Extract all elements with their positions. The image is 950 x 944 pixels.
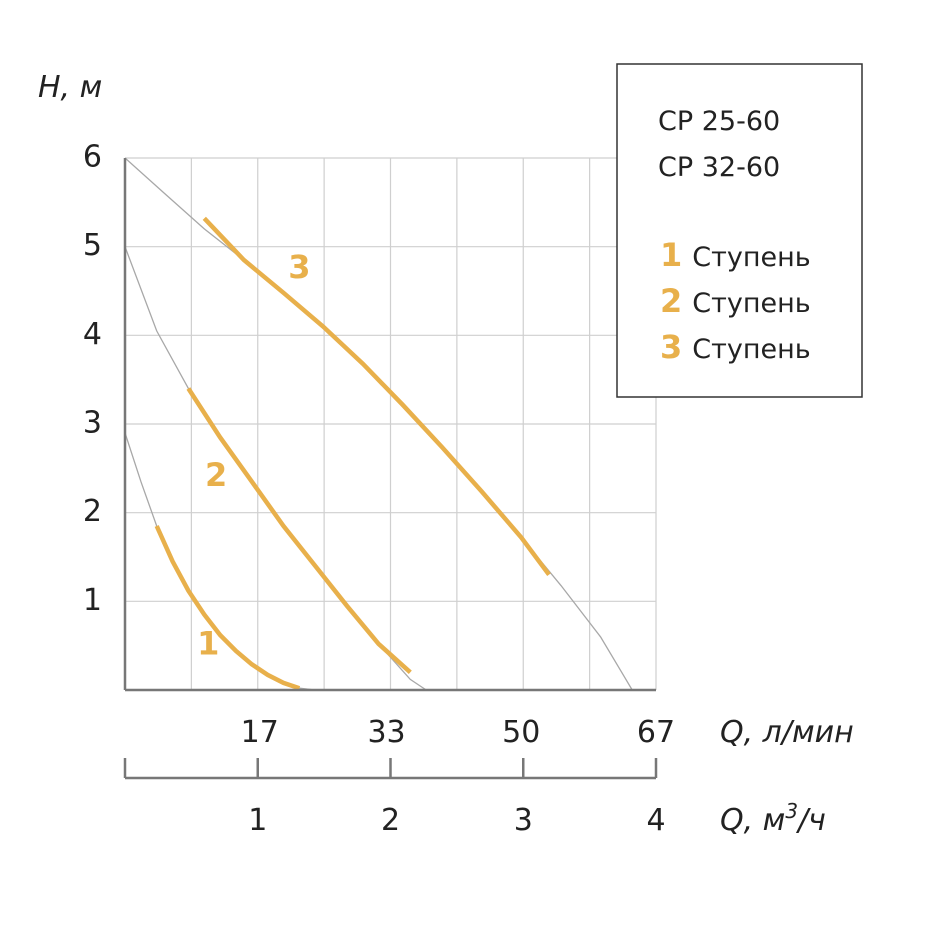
legend-entry-2: 2 Ступень [660,282,811,320]
grid [125,157,657,690]
y-tick-label: 3 [83,406,102,441]
x-tick-label: 67 [637,715,675,750]
y-tick-label: 5 [83,228,102,263]
curve-2-full [124,246,427,691]
x-axis-title-primary: Q, л/мин [720,715,854,750]
curve-2-working-range [186,387,412,674]
axes [123,158,658,780]
legend-model-2: CP 32-60 [658,152,780,183]
legend-entry-3: 3 Ступень [660,328,811,366]
curves: 1 2 3 [124,157,633,691]
y-tick-label: 4 [83,317,102,352]
x-tick-label: 33 [367,715,405,750]
legend-model-1: CP 25-60 [658,106,780,137]
x-axis-title-secondary: Q, м3/ч [720,799,826,838]
legend-entry-1-num: 1 [660,236,682,274]
legend-entry-2-num: 2 [660,282,682,320]
x2-tick-label: 1 [248,803,267,838]
y-axis-title: H, м [38,70,102,105]
x-tick-label: 50 [502,715,540,750]
legend-entry-2-text: Ступень [692,288,810,319]
x2-tick-label: 2 [381,803,400,838]
curve-3-working-range [202,216,551,577]
legend-entry-3-text: Ступень [692,334,810,365]
x2-tick-label: 4 [646,803,665,838]
tick-labels: 1 2 3 4 5 6 17 33 50 67 1 2 3 4 [83,140,675,839]
x2-title-sup: 3 [785,799,798,823]
legend-box [616,63,863,398]
y-tick-label: 6 [83,140,102,175]
y-tick-label: 1 [83,583,102,618]
curve-3-label: 3 [288,248,310,286]
legend: CP 25-60 CP 32-60 1 Ступень 2 Ступень 3 Сту… [616,63,863,398]
x-tick-label: 17 [241,715,279,750]
curve-2-label: 2 [205,456,227,494]
legend-entry-1: 1 Ступень [660,236,811,274]
curve-1-working-range [154,525,301,691]
y-tick-label: 2 [83,494,102,529]
x2-tick-label: 3 [514,803,533,838]
legend-entry-1-text: Ступень [692,242,810,273]
legend-entry-3-num: 3 [660,328,682,366]
x2-title-end: /ч [795,803,826,838]
x2-title-base: Q, м [720,803,785,838]
curve-1-label: 1 [197,625,219,663]
